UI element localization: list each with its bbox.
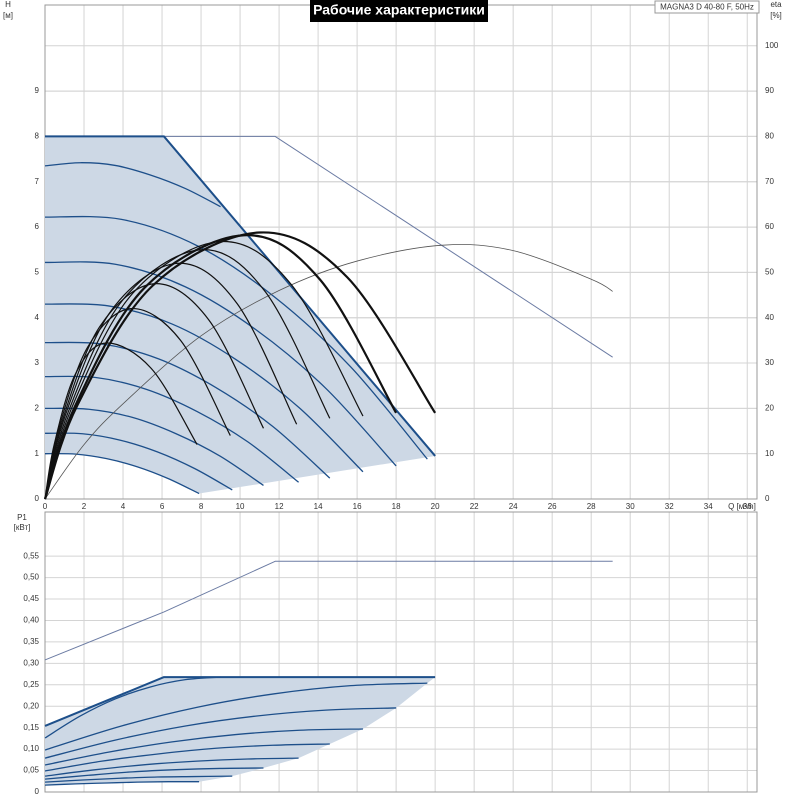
x-tick-label: 4 [121, 502, 126, 511]
y-label: P1 [17, 513, 27, 522]
y-tick-label: 0,10 [23, 744, 39, 753]
curve [44, 560, 613, 661]
y-tick-label: 0 [35, 787, 40, 796]
area [45, 677, 436, 786]
area [45, 136, 436, 494]
curve [44, 261, 397, 467]
y-tick-label: 7 [35, 177, 40, 186]
curve [44, 728, 363, 766]
x-tick-label: 8 [199, 502, 204, 511]
curve [44, 452, 200, 495]
y-tick-label: 0,55 [23, 551, 39, 560]
curve [44, 775, 233, 783]
curve [44, 407, 264, 486]
y2-unit: [%] [770, 11, 782, 20]
curve [44, 432, 233, 491]
y-tick-label: 1 [35, 449, 40, 458]
y-tick-label: 5 [35, 268, 40, 277]
curve [44, 308, 231, 500]
x-tick-label: 12 [275, 502, 284, 511]
x-label: Q [м³/h] [728, 502, 756, 511]
curve [44, 303, 364, 473]
y-tick-label: 8 [35, 132, 40, 141]
y2-tick-label: 30 [765, 358, 774, 367]
x-tick-label: 36 [743, 502, 752, 511]
y-tick-label: 0,40 [23, 616, 39, 625]
x-tick-label: 22 [470, 502, 479, 511]
x-tick-label: 24 [509, 502, 518, 511]
curve [44, 743, 330, 772]
y-tick-label: 0,50 [23, 573, 39, 582]
curve [44, 244, 613, 500]
x-tick-label: 2 [82, 502, 87, 511]
y-tick-label: 0,45 [23, 594, 39, 603]
plot-frame [44, 511, 758, 793]
curve [44, 767, 264, 780]
title-box [310, 0, 488, 22]
y2-tick-label: 10 [765, 449, 774, 458]
y-tick-label: 0,35 [23, 637, 39, 646]
y2-tick-label: 20 [765, 403, 774, 412]
y-tick-label: 6 [35, 222, 40, 231]
y-tick-label: 0,30 [23, 658, 39, 667]
curve [45, 135, 436, 457]
x-tick-label: 30 [626, 502, 635, 511]
curve [44, 249, 331, 500]
curve [43, 234, 398, 500]
y2-tick-label: 60 [765, 222, 774, 231]
y-tick-label: 4 [35, 313, 40, 322]
x-tick-label: 18 [392, 502, 401, 511]
y-tick-label: 0 [35, 494, 40, 503]
y-tick-label: 3 [35, 358, 40, 367]
y-tick-label: 2 [35, 403, 40, 412]
curve [44, 283, 265, 500]
curve [44, 757, 299, 777]
x-tick-label: 10 [236, 502, 245, 511]
curve [44, 162, 221, 208]
curve [44, 240, 364, 500]
curve [163, 135, 613, 358]
curve [44, 707, 397, 759]
x-tick-label: 6 [160, 502, 165, 511]
curve [44, 781, 200, 786]
y2-tick-label: 40 [765, 313, 774, 322]
y-unit: [кВт] [14, 523, 31, 532]
curve [44, 682, 428, 751]
y-tick-label: 0,25 [23, 680, 39, 689]
y-tick-label: 9 [35, 86, 40, 95]
x-tick-label: 32 [665, 502, 674, 511]
curve [44, 676, 221, 739]
x-tick-label: 28 [587, 502, 596, 511]
y2-tick-label: 90 [765, 86, 774, 95]
x-tick-label: 34 [704, 502, 713, 511]
x-tick-label: 16 [353, 502, 362, 511]
y2-tick-label: 0 [765, 494, 770, 503]
y2-tick-label: 50 [765, 268, 774, 277]
y2-tick-label: 70 [765, 177, 774, 186]
y2-tick-label: 100 [765, 41, 779, 50]
chart-title: Рабочие характеристики [313, 2, 485, 18]
x-tick-label: 14 [314, 502, 323, 511]
y-unit: [м] [3, 11, 13, 20]
curve [44, 342, 198, 500]
curve [43, 231, 437, 500]
y2-label: eta [770, 0, 782, 9]
note: MAGNA3 D 40-80 F, 50Hz [660, 3, 754, 12]
x-tick-label: 26 [548, 502, 557, 511]
y-tick-label: 0,05 [23, 766, 39, 775]
x-tick-label: 20 [431, 502, 440, 511]
y-tick-label: 0,15 [23, 723, 39, 732]
y2-tick-label: 80 [765, 132, 774, 141]
note-box [654, 0, 760, 14]
y-label: H [5, 0, 11, 9]
x-tick-label: 0 [43, 502, 48, 511]
curve [44, 341, 331, 479]
y-tick-label: 0,20 [23, 701, 39, 710]
curve [44, 676, 436, 727]
curve [44, 215, 428, 460]
